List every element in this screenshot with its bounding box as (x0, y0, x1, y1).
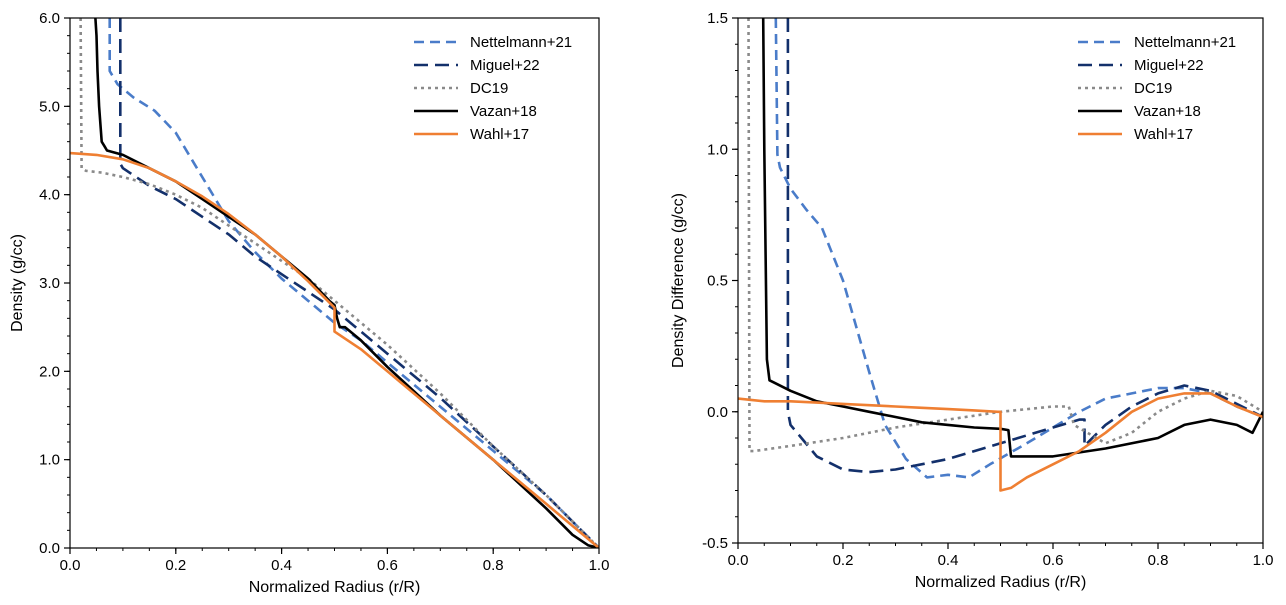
series-line-miguel-22 (786, 18, 1263, 474)
x-tick-label: 0.8 (1148, 552, 1169, 569)
series-line-miguel-22 (119, 18, 599, 548)
legend-label: Miguel+22 (1134, 57, 1204, 74)
y-tick-label: 0.0 (707, 404, 728, 421)
series-line-wahl-17 (738, 392, 1263, 492)
y-tick-label: 5.0 (39, 98, 60, 115)
legend-label: Miguel+22 (470, 57, 540, 74)
y-tick-label: 0.0 (39, 540, 60, 557)
legend-label: DC19 (1134, 80, 1172, 97)
x-axis-label: Normalized Radius (r/R) (249, 579, 421, 596)
y-tick-label: 0.5 (707, 273, 728, 290)
x-tick-label: 1.0 (589, 557, 610, 574)
y-tick-label: 1.5 (707, 10, 728, 27)
y-tick-label: 4.0 (39, 187, 60, 204)
legend: Nettelmann+21 Miguel+22 DC19 Vazan+18 Wahl+1… (1078, 34, 1236, 143)
x-tick-label: 0.6 (377, 557, 398, 574)
legend-label: Wahl+17 (470, 126, 529, 143)
x-axis-label: Normalized Radius (r/R) (915, 574, 1087, 591)
series-line-wahl-17 (70, 151, 599, 548)
series-line-dc19 (79, 18, 599, 548)
chart-panel-1: 0.0 0.2 0.4 0.6 0.8 1.0-0.50.00.51.01.5Normal… (670, 10, 1273, 591)
x-tick-label: 0.4 (938, 552, 959, 569)
y-tick-label: 2.0 (39, 363, 60, 380)
series-line-nettelmann-21 (108, 18, 599, 548)
x-tick-label: 0.6 (1043, 552, 1064, 569)
legend: Nettelmann+21 Miguel+22 DC19 Vazan+18 Wahl+1… (414, 34, 572, 143)
legend-label: Nettelmann+21 (470, 34, 572, 51)
series-line-vazan-18 (94, 18, 599, 548)
legend-label: Wahl+17 (1134, 126, 1193, 143)
series-line-vazan-18 (761, 18, 1263, 458)
x-tick-label: 0.0 (728, 552, 749, 569)
y-tick-label: 1.0 (39, 452, 60, 469)
legend-label: DC19 (470, 80, 508, 97)
y-axis-label: Density (g/cc) (9, 234, 26, 332)
legend-label: Nettelmann+21 (1134, 34, 1236, 51)
x-tick-label: 0.8 (483, 557, 504, 574)
x-tick-label: 0.2 (833, 552, 854, 569)
x-tick-label: 0.2 (165, 557, 186, 574)
series-group (738, 18, 1263, 492)
legend-label: Vazan+18 (1134, 103, 1201, 120)
chart-panel-0: 0.0 0.2 0.4 0.6 0.8 1.0 0.0 1.0 2.0 3.0 4.0 5.0 6.0 N… (9, 10, 609, 596)
y-axis-label: Density Difference (g/cc) (670, 193, 687, 368)
legend-label: Vazan+18 (470, 103, 537, 120)
y-tick-label: 1.0 (707, 141, 728, 158)
x-tick-label: 0.4 (271, 557, 292, 574)
y-tick-label: -0.5 (702, 535, 728, 552)
x-tick-label: 0.0 (60, 557, 81, 574)
series-group (70, 18, 599, 548)
x-tick-label: 1.0 (1253, 552, 1274, 569)
series-line-nettelmann-21 (774, 18, 1263, 479)
y-tick-label: 3.0 (39, 275, 60, 292)
y-tick-label: 6.0 (39, 10, 60, 27)
plot-frame (69, 17, 600, 549)
